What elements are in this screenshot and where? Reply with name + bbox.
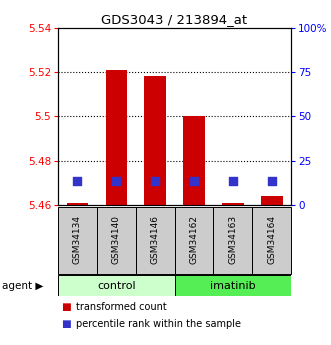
Bar (58, 207, 97, 274)
Text: control: control (97, 281, 136, 290)
Text: GDS3043 / 213894_at: GDS3043 / 213894_at (101, 13, 247, 26)
Bar (174, 275, 291, 296)
Text: imatinib: imatinib (210, 281, 256, 290)
Point (153, 178, 158, 184)
Bar (252, 207, 291, 274)
Point (75, 178, 80, 184)
Text: GSM34134: GSM34134 (73, 215, 82, 264)
Text: GSM34162: GSM34162 (190, 215, 199, 264)
Text: GSM34164: GSM34164 (267, 215, 276, 264)
Bar (106, 70, 127, 205)
Bar (97, 207, 136, 274)
Bar (213, 207, 252, 274)
Point (230, 178, 236, 184)
Point (191, 178, 197, 184)
Text: ■: ■ (61, 302, 71, 312)
Point (269, 178, 274, 184)
Text: transformed count: transformed count (76, 302, 167, 312)
Bar (222, 203, 244, 205)
Text: GSM34146: GSM34146 (151, 215, 160, 264)
Text: percentile rank within the sample: percentile rank within the sample (76, 319, 241, 329)
Point (114, 178, 119, 184)
Text: GSM34140: GSM34140 (112, 215, 121, 264)
Bar (183, 117, 205, 205)
Text: agent ▶: agent ▶ (2, 281, 43, 290)
Bar (67, 203, 88, 205)
Bar (58, 275, 174, 296)
Text: GSM34163: GSM34163 (228, 215, 237, 264)
Bar (261, 196, 283, 205)
Bar (144, 77, 166, 205)
Bar (136, 207, 174, 274)
Text: ■: ■ (61, 319, 71, 329)
Bar (174, 207, 213, 274)
